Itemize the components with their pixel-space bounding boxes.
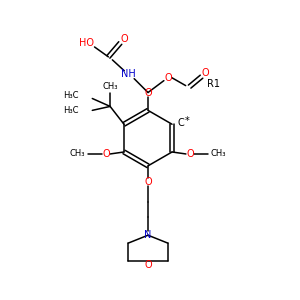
Text: N: N — [144, 230, 152, 240]
Text: O: O — [164, 73, 172, 83]
Text: CH₃: CH₃ — [102, 82, 118, 91]
Text: C: C — [178, 118, 184, 128]
Text: *: * — [184, 116, 189, 126]
Text: O: O — [202, 68, 209, 78]
Text: CH₃: CH₃ — [211, 149, 226, 158]
Text: O: O — [144, 260, 152, 270]
Text: NH: NH — [121, 69, 136, 79]
Text: O: O — [186, 149, 194, 159]
Text: O: O — [144, 88, 152, 98]
Text: O: O — [120, 34, 128, 44]
Text: H₃C: H₃C — [63, 91, 78, 100]
Text: HO: HO — [79, 38, 94, 48]
Text: O: O — [102, 149, 110, 159]
Text: R1: R1 — [208, 79, 220, 88]
Text: O: O — [144, 177, 152, 187]
Text: H₃C: H₃C — [63, 106, 78, 115]
Text: CH₃: CH₃ — [70, 149, 85, 158]
